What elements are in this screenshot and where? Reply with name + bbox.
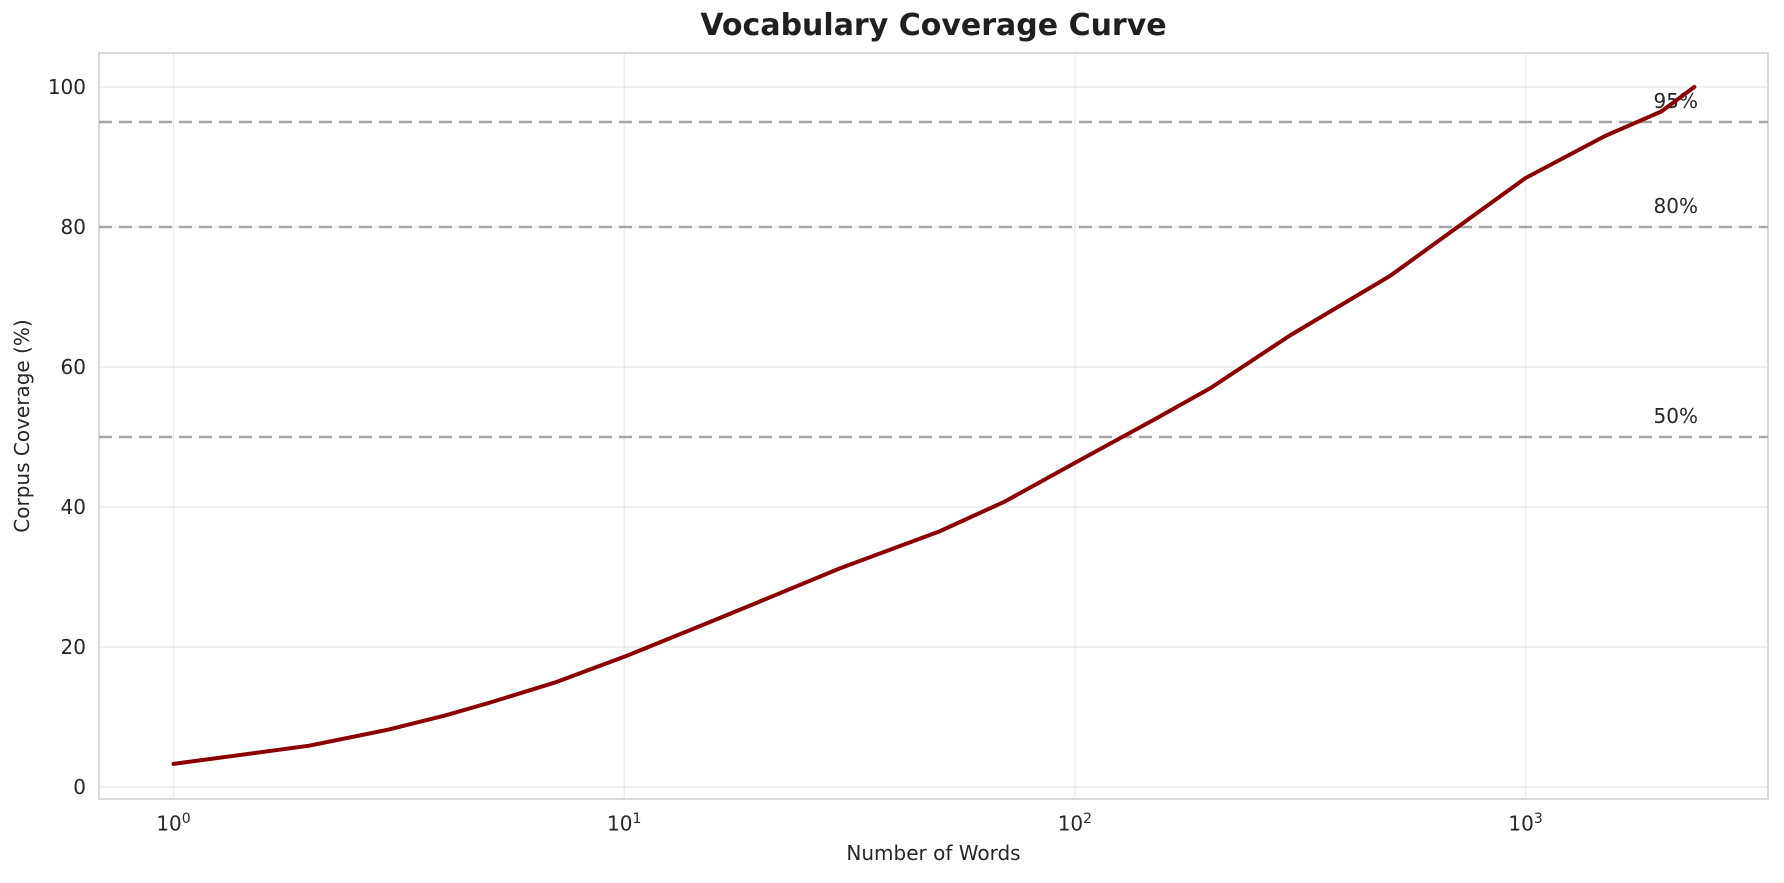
x-tick-exponent: 3	[1533, 811, 1543, 827]
x-axis-label: Number of Words	[846, 841, 1021, 865]
threshold-label-80: 80%	[1653, 194, 1698, 218]
x-tick-exponent: 0	[181, 811, 191, 827]
x-tick-base: 10	[607, 811, 633, 836]
y-tick-label: 20	[60, 635, 86, 659]
y-tick-label: 40	[60, 495, 86, 519]
x-tick-label: 100	[129, 806, 219, 837]
x-tick-exponent: 2	[1083, 811, 1093, 827]
threshold-label-50: 50%	[1653, 404, 1698, 428]
y-tick-label: 100	[47, 75, 86, 99]
x-tick-base: 10	[1057, 811, 1084, 836]
x-tick-label: 102	[1030, 806, 1120, 837]
x-tick-base: 10	[1508, 811, 1534, 836]
y-tick-label: 60	[60, 355, 86, 379]
y-tick-label: 0	[73, 775, 86, 799]
x-tick-exponent: 1	[632, 811, 642, 827]
coverage-curve	[171, 85, 1697, 766]
x-tick-label: 101	[579, 806, 669, 837]
chart-title: Vocabulary Coverage Curve	[700, 8, 1167, 43]
y-tick-label: 80	[60, 215, 86, 239]
x-tick-base: 10	[156, 811, 182, 836]
y-axis-label: Corpus Coverage (%)	[10, 319, 34, 533]
x-tick-label: 103	[1481, 806, 1571, 837]
plot-border	[98, 52, 1769, 800]
